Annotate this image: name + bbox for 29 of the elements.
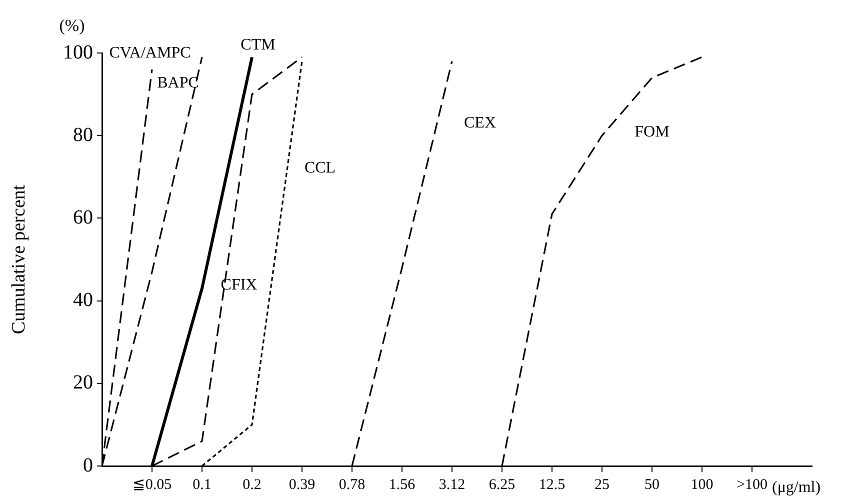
x-tick-label: 0.39 [288, 476, 316, 493]
series-label: CVA/AMPC [109, 44, 191, 62]
y-axis-title: Cumulative percent [8, 184, 30, 334]
x-axis-title: (μg/ml) [772, 479, 821, 496]
y-tick-label: 20 [73, 372, 93, 394]
y-tick-label: 100 [63, 41, 93, 64]
x-tick-label: >100 [736, 476, 768, 493]
x-tick-label: 50 [644, 476, 660, 493]
x-tick-label: 0.2 [242, 476, 262, 493]
x-tick-label: ≦0.05 [132, 476, 172, 493]
x-tick-label: 0.1 [192, 476, 212, 493]
x-tick-label: 0.78 [338, 476, 366, 493]
x-tick-label: 3.12 [438, 476, 466, 493]
series-label: CTM [240, 36, 276, 54]
x-tick-label: 6.25 [488, 476, 516, 493]
series-label: CFIX [220, 276, 258, 294]
series-label: CEX [464, 114, 496, 132]
x-tick-label: 25 [594, 476, 610, 493]
y-tick-label: 0 [83, 454, 93, 476]
series-label: CCL [304, 159, 336, 176]
y-tick-label: 40 [73, 289, 93, 312]
x-tick-label: 12.5 [538, 476, 566, 493]
series-label: BAPC [157, 74, 199, 92]
text: (%) [59, 16, 85, 35]
series-label: FOM [634, 123, 670, 140]
y-tick-label: 60 [73, 206, 93, 228]
y-tick-label: 80 [73, 124, 93, 146]
x-tick-label: 100 [690, 476, 714, 493]
x-tick-label: 1.56 [388, 476, 416, 493]
